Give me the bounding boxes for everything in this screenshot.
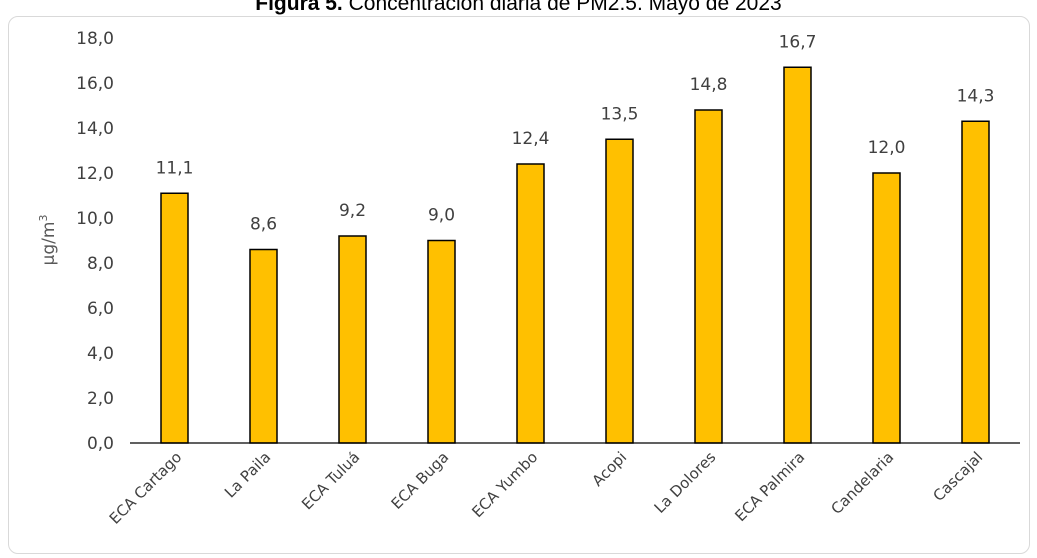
bar — [694, 109, 723, 444]
bar — [872, 172, 901, 444]
x-tick-label: Cascajal — [929, 448, 986, 505]
x-tick-label: ECA Buga — [388, 448, 453, 513]
x-tick-label: La Dolores — [651, 448, 720, 517]
data-label: 12,0 — [868, 138, 906, 158]
y-axis-title-base: µg/m — [39, 222, 59, 266]
bar — [160, 192, 189, 444]
bar-series — [160, 66, 990, 444]
figure-caption: Figura 5. Concentración diaria de PM2.5.… — [0, 0, 1037, 16]
x-tick-label: ECA Tuluá — [298, 448, 363, 513]
y-axis: 0,0 2,0 4,0 6,0 8,0 10,0 12,0 14,0 16,0 18,0 — [76, 29, 114, 454]
figure-caption-text: Concentración diaria de PM2.5. Mayo de 2… — [348, 0, 782, 15]
y-tick-label: 8,0 — [87, 254, 114, 274]
bar — [961, 120, 990, 444]
y-tick-label: 2,0 — [87, 389, 114, 409]
data-label: 16,7 — [779, 32, 817, 52]
x-tick-label: ECA Cartago — [106, 448, 186, 528]
x-tick-label: ECA Palmira — [731, 448, 808, 525]
data-label: 8,6 — [250, 215, 277, 235]
data-labels: 11,1 8,6 9,2 9,0 12,4 13,5 14,8 16,7 12,0 14,3 — [156, 32, 995, 234]
x-tick-label: ECA Yumbo — [468, 448, 541, 521]
data-label: 9,2 — [339, 201, 366, 221]
y-tick-label: 4,0 — [87, 344, 114, 364]
bar — [605, 138, 634, 444]
data-label: 11,1 — [156, 158, 194, 178]
data-label: 13,5 — [601, 104, 639, 124]
y-tick-label: 14,0 — [76, 119, 114, 139]
bar — [516, 163, 545, 444]
y-tick-label: 10,0 — [76, 209, 114, 229]
data-label: 9,0 — [428, 206, 455, 226]
figure-caption-lead: Figura 5. — [255, 0, 343, 15]
x-axis: ECA Cartago La Paila ECA Tuluá ECA Buga ECA … — [106, 448, 987, 528]
data-label: 14,8 — [690, 75, 728, 95]
bar — [427, 239, 456, 444]
y-tick-label: 18,0 — [76, 29, 114, 49]
y-axis-title-sup: 3 — [37, 215, 50, 222]
y-axis-title: µg/m3 — [37, 215, 59, 266]
y-tick-label: 16,0 — [76, 74, 114, 94]
bar — [249, 248, 278, 444]
data-label: 12,4 — [512, 129, 550, 149]
x-tick-label: La Paila — [221, 448, 274, 501]
bar — [783, 66, 812, 444]
y-tick-label: 12,0 — [76, 164, 114, 184]
y-tick-label: 0,0 — [87, 434, 114, 454]
bar — [338, 235, 367, 444]
x-tick-label: Candelaria — [827, 448, 897, 518]
data-label: 14,3 — [957, 86, 995, 106]
x-tick-label: Acopi — [589, 448, 631, 490]
y-tick-label: 6,0 — [87, 299, 114, 319]
